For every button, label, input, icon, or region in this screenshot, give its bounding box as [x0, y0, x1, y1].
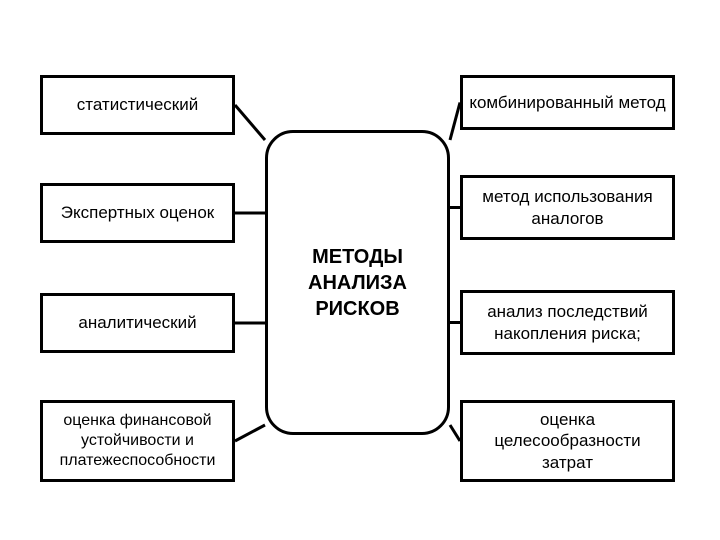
- right-node-1: комбинированный метод: [460, 75, 675, 130]
- right-node-4: оценка целесообразности затрат: [460, 400, 675, 482]
- node-label: аналитический: [78, 312, 196, 333]
- node-label: Экспертных оценок: [61, 202, 214, 223]
- node-label: метод использования аналогов: [469, 186, 666, 229]
- node-label: статистический: [77, 94, 198, 115]
- node-label: комбинированный метод: [469, 92, 665, 113]
- node-label: оценка целесообразности затрат: [469, 409, 666, 473]
- left-node-2: Экспертных оценок: [40, 183, 235, 243]
- node-label: анализ последствий накопления риска;: [469, 301, 666, 344]
- diagram-canvas: МЕТОДЫ АНАЛИЗА РИСКОВ статистический Экс…: [0, 0, 720, 540]
- left-node-3: аналитический: [40, 293, 235, 353]
- node-label: оценка финансовой устойчивости и платеже…: [49, 411, 226, 471]
- center-label: МЕТОДЫ АНАЛИЗА РИСКОВ: [308, 244, 407, 322]
- left-node-1: статистический: [40, 75, 235, 135]
- right-node-2: метод использования аналогов: [460, 175, 675, 240]
- center-node: МЕТОДЫ АНАЛИЗА РИСКОВ: [265, 130, 450, 435]
- right-node-3: анализ последствий накопления риска;: [460, 290, 675, 355]
- left-node-4: оценка финансовой устойчивости и платеже…: [40, 400, 235, 482]
